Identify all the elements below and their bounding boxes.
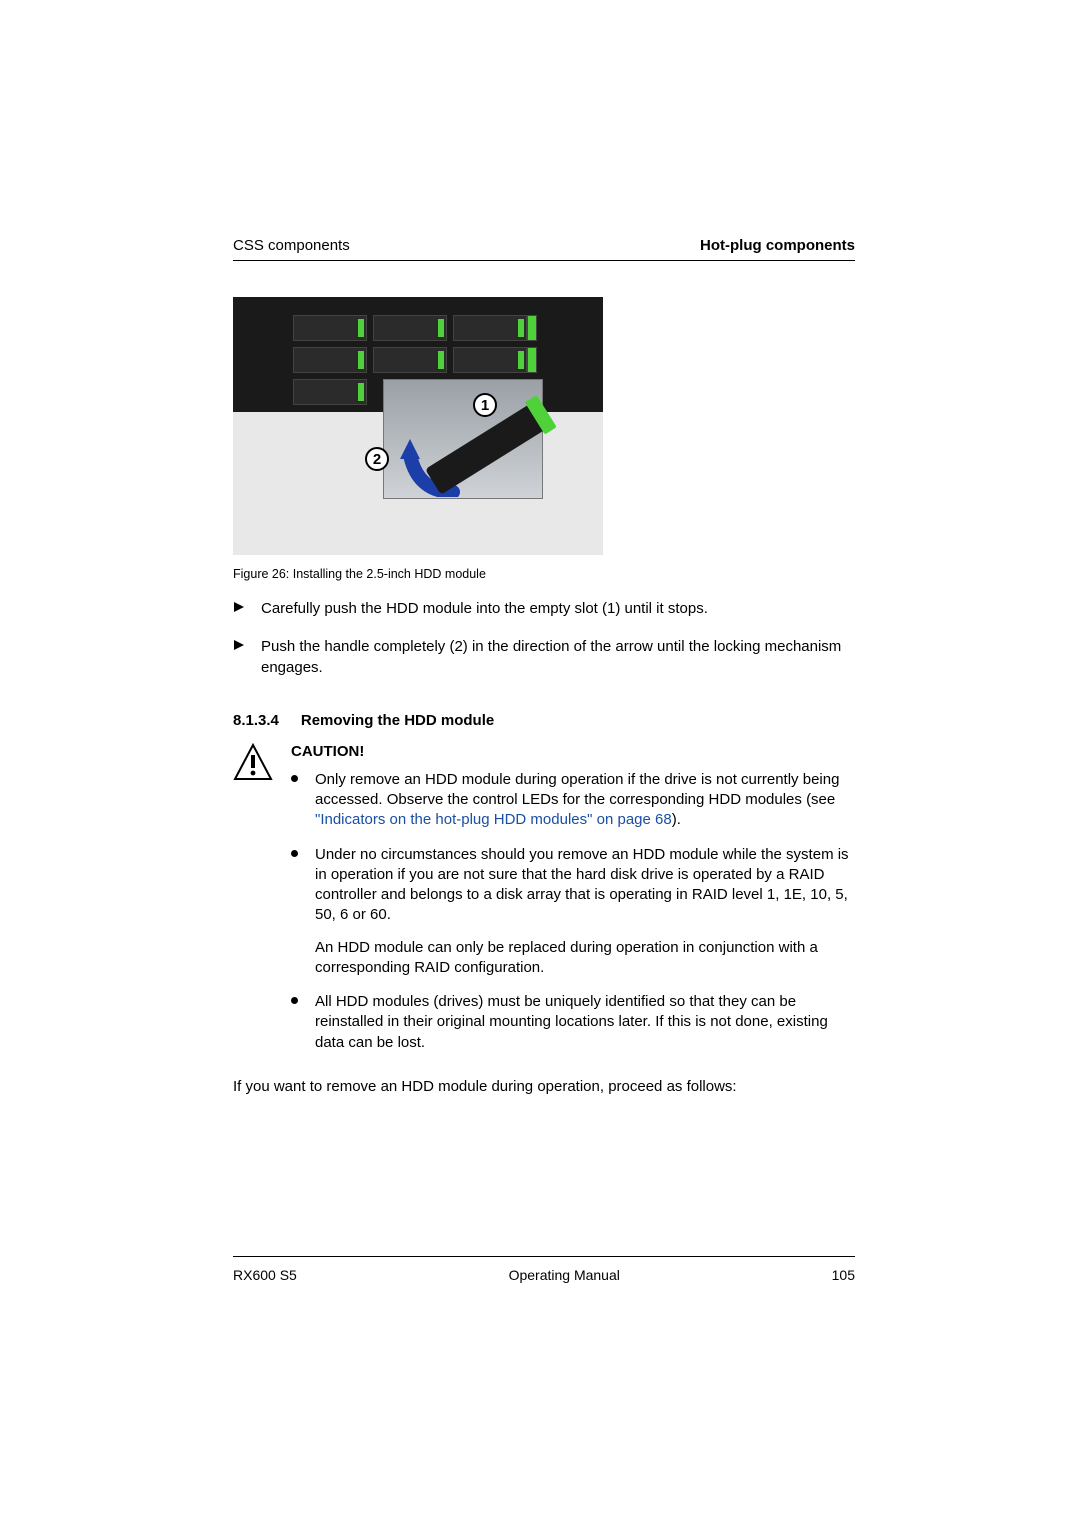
bullet-dot-icon — [291, 845, 301, 979]
callout-2: 2 — [365, 447, 389, 471]
caution-block: CAUTION! Only remove an HDD module durin… — [233, 743, 855, 1067]
bullet-text: Only remove an HDD module during operati… — [315, 770, 855, 831]
figure-block: 1 2 Figure 26: Installing the 2.5-inch H… — [233, 297, 855, 581]
closing-paragraph: If you want to remove an HDD module duri… — [233, 1077, 855, 1097]
caution-bullet: All HDD modules (drives) must be uniquel… — [291, 992, 855, 1053]
caution-icon — [233, 743, 273, 783]
header-left: CSS components — [233, 237, 350, 254]
page-footer: RX600 S5 Operating Manual 105 — [233, 1256, 855, 1283]
caution-body: CAUTION! Only remove an HDD module durin… — [291, 743, 855, 1067]
header-right: Hot-plug components — [700, 237, 855, 254]
section-heading: 8.1.3.4 Removing the HDD module — [233, 712, 855, 729]
step-text: Push the handle completely (2) in the di… — [261, 637, 855, 678]
caution-bullet: Only remove an HDD module during operati… — [291, 770, 855, 831]
cross-reference-link[interactable]: "Indicators on the hot-plug HDD modules"… — [315, 811, 672, 828]
document-page: CSS components Hot-plug components — [233, 237, 855, 1097]
footer-right: 105 — [832, 1267, 855, 1283]
footer-center: Operating Manual — [509, 1267, 620, 1283]
figure-caption: Figure 26: Installing the 2.5-inch HDD m… — [233, 567, 855, 581]
procedure-step: Push the handle completely (2) in the di… — [233, 637, 855, 678]
page-header: CSS components Hot-plug components — [233, 237, 855, 261]
bullet-dot-icon — [291, 770, 301, 831]
step-marker-icon — [233, 599, 247, 619]
caution-title: CAUTION! — [291, 743, 855, 760]
figure-image: 1 2 — [233, 297, 603, 555]
bullet-text: All HDD modules (drives) must be uniquel… — [315, 992, 855, 1053]
procedure-step: Carefully push the HDD module into the e… — [233, 599, 855, 619]
callout-1: 1 — [473, 393, 497, 417]
step-marker-icon — [233, 637, 247, 678]
footer-left: RX600 S5 — [233, 1267, 297, 1283]
section-number: 8.1.3.4 — [233, 712, 279, 729]
caution-bullet: Under no circumstances should you remove… — [291, 845, 855, 979]
bullet-text: Under no circumstances should you remove… — [315, 845, 855, 979]
bullet-dot-icon — [291, 992, 301, 1053]
step-text: Carefully push the HDD module into the e… — [261, 599, 708, 619]
section-title: Removing the HDD module — [301, 712, 494, 729]
